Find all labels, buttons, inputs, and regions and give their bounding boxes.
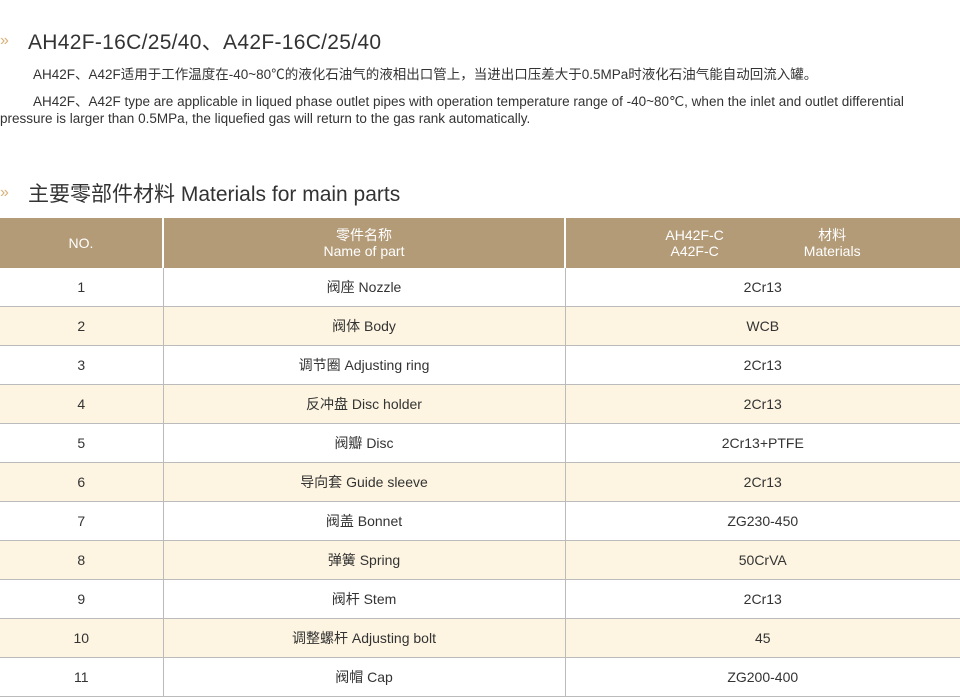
cell-no: 10 xyxy=(0,618,164,658)
cell-material: ZG200-400 xyxy=(565,657,960,697)
cell-name: 阀瓣 Disc xyxy=(163,423,566,463)
cell-name: 阀座 Nozzle xyxy=(163,268,566,307)
table-row: 10 调整螺杆 Adjusting bolt 45 xyxy=(0,618,960,658)
header-name: 零件名称 Name of part xyxy=(163,218,566,268)
cell-no: 6 xyxy=(0,462,164,502)
cell-no: 9 xyxy=(0,579,164,619)
table-row: 1 阀座 Nozzle 2Cr13 xyxy=(0,268,960,307)
cell-material: 2Cr13 xyxy=(565,345,960,385)
header-mat-en: Materials xyxy=(803,243,861,259)
double-chevron-icon: » xyxy=(0,184,9,201)
materials-heading-text: 主要零部件材料 Materials for main parts xyxy=(28,183,401,206)
table-row: 9 阀杆 Stem 2Cr13 xyxy=(0,579,960,619)
cell-material: 45 xyxy=(565,618,960,658)
double-chevron-icon: » xyxy=(0,32,9,49)
cell-material: 2Cr13 xyxy=(565,579,960,619)
materials-table: NO. 零件名称 Name of part AH42F-C A42F-C 材料 Mat… xyxy=(0,218,960,697)
heading-text: AH42F-16C/25/40、A42F-16C/25/40 xyxy=(28,31,382,54)
table-row: 3 调节圈 Adjusting ring 2Cr13 xyxy=(0,345,960,385)
cell-name: 弹簧 Spring xyxy=(163,540,566,580)
cell-material: 2Cr13 xyxy=(565,268,960,307)
header-mat-cn: 材料 xyxy=(818,227,847,243)
cell-material: WCB xyxy=(565,306,960,346)
cell-no: 8 xyxy=(0,540,164,580)
table-row: 7 阀盖 Bonnet ZG230-450 xyxy=(0,501,960,541)
table-row: 5 阀瓣 Disc 2Cr13+PTFE xyxy=(0,423,960,463)
materials-heading: » 主要零部件材料 Materials for main parts xyxy=(0,178,400,208)
cell-no: 3 xyxy=(0,345,164,385)
cell-name: 调节圈 Adjusting ring xyxy=(163,345,566,385)
table-row: 2 阀体 Body WCB xyxy=(0,306,960,346)
table-row: 6 导向套 Guide sleeve 2Cr13 xyxy=(0,462,960,502)
cell-name: 阀帽 Cap xyxy=(163,657,566,697)
table-row: 4 反冲盘 Disc holder 2Cr13 xyxy=(0,384,960,424)
cell-name: 阀杆 Stem xyxy=(163,579,566,619)
header-materials: AH42F-C A42F-C 材料 Materials xyxy=(565,218,960,268)
cell-no: 4 xyxy=(0,384,164,424)
cell-name: 反冲盘 Disc holder xyxy=(163,384,566,424)
header-name-en: Name of part xyxy=(323,243,405,259)
cell-name: 调整螺杆 Adjusting bolt xyxy=(163,618,566,658)
header-model2: A42F-C xyxy=(670,243,719,259)
table-row: 11 阀帽 Cap ZG200-400 xyxy=(0,657,960,697)
header-no: NO. xyxy=(0,218,164,268)
cell-name: 导向套 Guide sleeve xyxy=(163,462,566,502)
header-name-cn: 零件名称 xyxy=(336,227,392,243)
cell-name: 阀盖 Bonnet xyxy=(163,501,566,541)
cell-no: 7 xyxy=(0,501,164,541)
cell-no: 5 xyxy=(0,423,164,463)
cell-no: 11 xyxy=(0,657,164,697)
cell-material: 50CrVA xyxy=(565,540,960,580)
section-heading: » AH42F-16C/25/40、A42F-16C/25/40 xyxy=(0,26,381,56)
cell-material: ZG230-450 xyxy=(565,501,960,541)
cell-material: 2Cr13 xyxy=(565,384,960,424)
table-row: 8 弹簧 Spring 50CrVA xyxy=(0,540,960,580)
table-header: NO. 零件名称 Name of part AH42F-C A42F-C 材料 Mat… xyxy=(0,218,960,268)
cell-name: 阀体 Body xyxy=(163,306,566,346)
cell-no: 2 xyxy=(0,306,164,346)
header-model1: AH42F-C xyxy=(665,227,724,243)
cell-no: 1 xyxy=(0,268,164,307)
cell-material: 2Cr13 xyxy=(565,462,960,502)
description-cn: AH42F、A42F适用于工作温度在-40~80℃的液化石油气的液相出口管上，当… xyxy=(33,67,818,82)
cell-material: 2Cr13+PTFE xyxy=(565,423,960,463)
description-en: AH42F、A42F type are applicable in liqued… xyxy=(0,94,904,126)
